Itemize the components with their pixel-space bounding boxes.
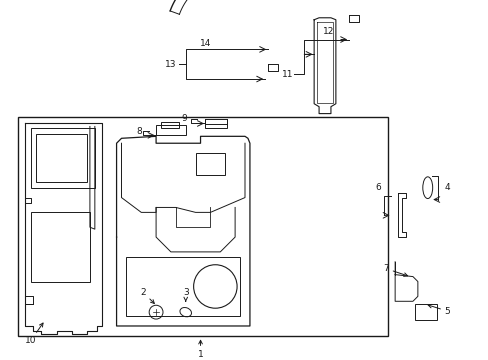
Bar: [161, 122, 179, 129]
Text: 8: 8: [136, 127, 142, 136]
Text: 12: 12: [323, 27, 334, 36]
Text: 10: 10: [25, 323, 43, 345]
Bar: [156, 125, 185, 135]
Bar: [126, 257, 240, 316]
Text: 9: 9: [182, 114, 187, 123]
Bar: [205, 118, 227, 129]
Text: 4: 4: [444, 183, 449, 192]
Text: 6: 6: [375, 183, 381, 192]
Text: 7: 7: [383, 264, 407, 276]
Text: 5: 5: [427, 305, 449, 316]
Text: 3: 3: [183, 288, 188, 301]
Bar: [195, 153, 225, 175]
Text: 2: 2: [140, 288, 154, 303]
Bar: [31, 129, 95, 188]
Text: 1: 1: [197, 340, 203, 359]
Bar: [36, 134, 87, 182]
Text: 14: 14: [200, 39, 211, 48]
Bar: [18, 117, 387, 336]
Bar: [414, 304, 436, 320]
Text: 13: 13: [165, 60, 176, 69]
Bar: [31, 212, 90, 282]
Text: 11: 11: [281, 69, 293, 78]
